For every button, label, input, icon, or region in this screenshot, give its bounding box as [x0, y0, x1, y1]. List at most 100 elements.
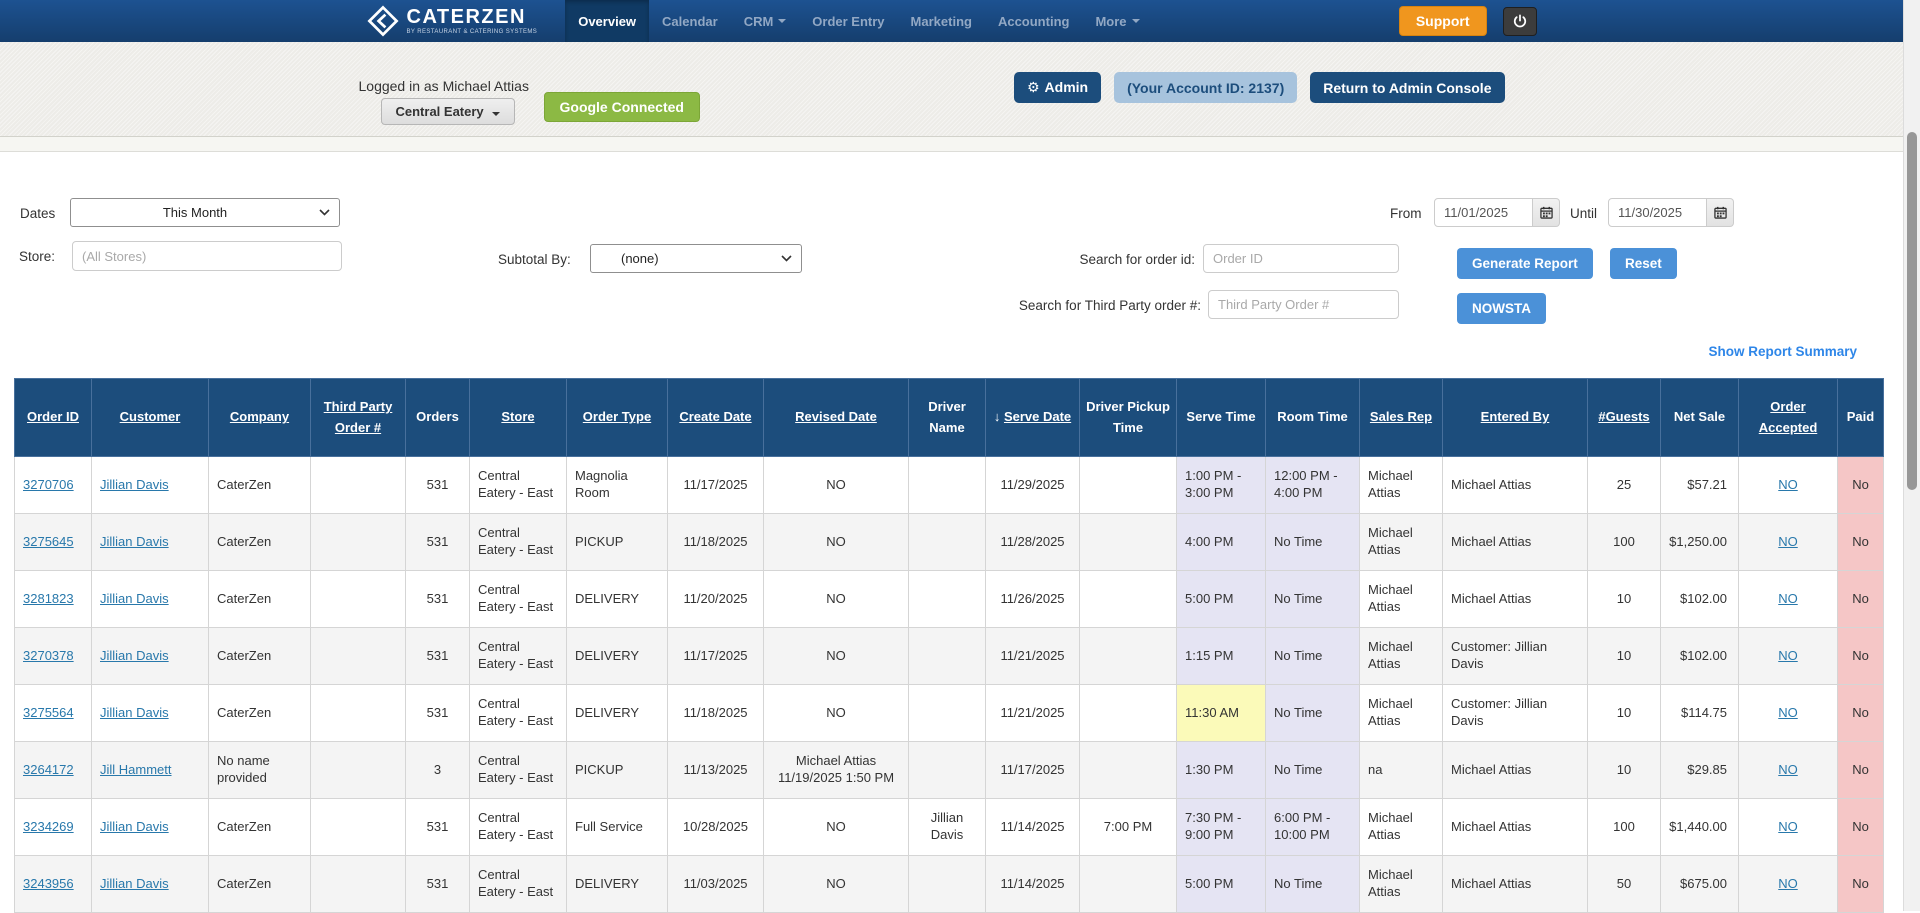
cell-driver_name [909, 514, 986, 571]
column-header-order_id[interactable]: Order ID [15, 379, 92, 457]
customer-link[interactable]: Jillian Davis [100, 705, 169, 720]
order-accepted-link[interactable]: NO [1778, 648, 1798, 663]
cell-order_accepted: NO [1739, 628, 1838, 685]
order-id-link[interactable]: 3275564 [23, 705, 74, 720]
column-header-sales_rep[interactable]: Sales Rep [1360, 379, 1443, 457]
cell-entered_by: Customer: Jillian Davis [1443, 685, 1588, 742]
dates-select[interactable]: This Month [70, 198, 340, 227]
order-accepted-link[interactable]: NO [1778, 876, 1798, 891]
chevron-down-icon [1132, 19, 1140, 23]
cell-serve_time: 4:00 PM [1177, 514, 1266, 571]
cell-store: Central Eatery - East [470, 685, 567, 742]
nav-item-marketing[interactable]: Marketing [898, 0, 985, 42]
order-accepted-link[interactable]: NO [1778, 591, 1798, 606]
column-header-order_type[interactable]: Order Type [567, 379, 668, 457]
admin-button[interactable]: ⚙Admin [1014, 72, 1101, 103]
show-report-summary-link[interactable]: Show Report Summary [1708, 344, 1857, 359]
order-accepted-link[interactable]: NO [1778, 534, 1798, 549]
header-band: Logged in as Michael Attias Central Eate… [0, 42, 1903, 137]
order-id-link[interactable]: 3264172 [23, 762, 74, 777]
table-header-row: Order IDCustomerCompanyThird Party Order… [15, 379, 1884, 457]
store-selector-button[interactable]: Central Eatery [381, 98, 516, 125]
brand-logo[interactable]: CaterZen By RESTAURANT & CATERING SYSTEM… [367, 0, 552, 42]
column-header-driver_pickup: Driver Pickup Time [1080, 379, 1177, 457]
from-calendar-button[interactable] [1533, 198, 1560, 227]
order-id-link[interactable]: 3281823 [23, 591, 74, 606]
column-header-revised_date[interactable]: Revised Date [764, 379, 909, 457]
dates-label: Dates [20, 206, 55, 221]
column-header-third_party[interactable]: Third Party Order # [311, 379, 406, 457]
cell-serve_date: 11/21/2025 [986, 685, 1080, 742]
google-connected-button[interactable]: Google Connected [544, 92, 700, 122]
order-accepted-link[interactable]: NO [1778, 762, 1798, 777]
calendar-icon [1540, 206, 1553, 219]
order-accepted-link[interactable]: NO [1778, 819, 1798, 834]
third-party-search-input[interactable] [1208, 290, 1399, 319]
logout-power-button[interactable] [1503, 7, 1537, 36]
customer-link[interactable]: Jillian Davis [100, 876, 169, 891]
column-header-company[interactable]: Company [209, 379, 311, 457]
customer-link[interactable]: Jill Hammett [100, 762, 172, 777]
nav-item-crm[interactable]: CRM [731, 0, 800, 42]
order-id-search-input[interactable] [1203, 244, 1399, 273]
order-id-link[interactable]: 3234269 [23, 819, 74, 834]
cell-orders: 531 [406, 628, 470, 685]
column-header-entered_by[interactable]: Entered By [1443, 379, 1588, 457]
order-id-link[interactable]: 3243956 [23, 876, 74, 891]
cell-create_date: 10/28/2025 [668, 799, 764, 856]
column-header-create_date[interactable]: Create Date [668, 379, 764, 457]
until-calendar-button[interactable] [1707, 198, 1734, 227]
cell-guests: 10 [1588, 742, 1661, 799]
until-date-input[interactable] [1608, 198, 1707, 227]
order-accepted-link[interactable]: NO [1778, 705, 1798, 720]
nav-item-overview[interactable]: Overview [565, 0, 649, 42]
subtotal-by-select[interactable]: (none) [590, 244, 802, 273]
cell-paid: No [1838, 742, 1884, 799]
cell-entered_by: Michael Attias [1443, 514, 1588, 571]
column-header-customer[interactable]: Customer [92, 379, 209, 457]
support-button[interactable]: Support [1399, 6, 1487, 36]
column-header-guests[interactable]: #Guests [1588, 379, 1661, 457]
nav-item-accounting[interactable]: Accounting [985, 0, 1083, 42]
cell-order_type: DELIVERY [567, 628, 668, 685]
cell-store: Central Eatery - East [470, 514, 567, 571]
nav-item-order-entry[interactable]: Order Entry [799, 0, 897, 42]
vertical-scrollbar[interactable] [1903, 0, 1920, 911]
customer-link[interactable]: Jillian Davis [100, 477, 169, 492]
return-admin-console-button[interactable]: Return to Admin Console [1310, 72, 1504, 103]
cell-driver_name [909, 628, 986, 685]
customer-link[interactable]: Jillian Davis [100, 819, 169, 834]
generate-report-button[interactable]: Generate Report [1457, 248, 1593, 279]
order-id-link[interactable]: 3270706 [23, 477, 74, 492]
cell-net_sale: $102.00 [1661, 628, 1739, 685]
customer-link[interactable]: Jillian Davis [100, 591, 169, 606]
cell-paid: No [1838, 856, 1884, 913]
cell-company: CaterZen [209, 799, 311, 856]
order-id-link[interactable]: 3275645 [23, 534, 74, 549]
nav-item-more[interactable]: More [1082, 0, 1152, 42]
cell-room_time: No Time [1266, 856, 1360, 913]
order-accepted-link[interactable]: NO [1778, 477, 1798, 492]
nowsta-button[interactable]: NOWSTA [1457, 293, 1546, 324]
cell-order_id: 3270706 [15, 457, 92, 514]
order-id-link[interactable]: 3270378 [23, 648, 74, 663]
from-date-input[interactable] [1434, 198, 1533, 227]
cell-sales_rep: Michael Attias [1360, 685, 1443, 742]
cell-driver_name [909, 457, 986, 514]
column-header-serve_date[interactable]: ↓ Serve Date [986, 379, 1080, 457]
customer-link[interactable]: Jillian Davis [100, 648, 169, 663]
scrollbar-thumb[interactable] [1907, 132, 1917, 490]
cell-store: Central Eatery - East [470, 571, 567, 628]
order-row-3270378: 3270378Jillian DavisCaterZen531Central E… [15, 628, 1884, 685]
nav-item-calendar[interactable]: Calendar [649, 0, 731, 42]
cell-order_id: 3275645 [15, 514, 92, 571]
cell-orders: 531 [406, 514, 470, 571]
cell-order_type: DELIVERY [567, 685, 668, 742]
store-search-input[interactable] [72, 241, 342, 271]
column-header-store[interactable]: Store [470, 379, 567, 457]
reset-button[interactable]: Reset [1610, 248, 1677, 279]
column-header-order_accepted[interactable]: Order Accepted [1739, 379, 1838, 457]
order-row-3275645: 3275645Jillian DavisCaterZen531Central E… [15, 514, 1884, 571]
cell-paid: No [1838, 799, 1884, 856]
customer-link[interactable]: Jillian Davis [100, 534, 169, 549]
